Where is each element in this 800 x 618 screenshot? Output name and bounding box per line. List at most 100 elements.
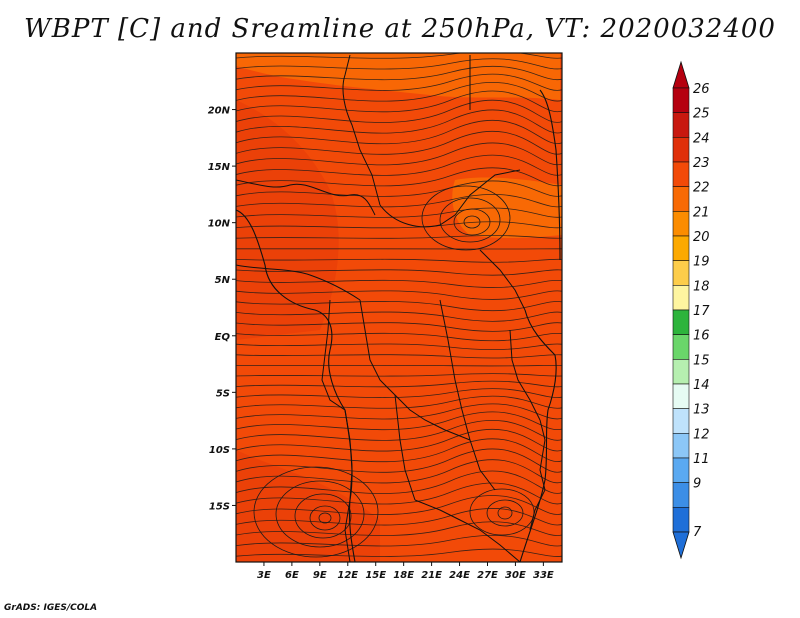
lon-tick-label: 21E: [421, 570, 442, 581]
colorbar-label: 18: [693, 279, 710, 294]
colorbar-swatch: [672, 507, 690, 533]
latitude-axis: 20N 15N 10N 5N EQ 5S 10S 15S: [208, 106, 236, 512]
lat-tick-label: EQ: [215, 332, 231, 343]
lon-tick-label: 27E: [477, 570, 498, 581]
streamline: [236, 119, 562, 145]
lon-tick-label: 15E: [365, 570, 386, 581]
streamline: [236, 508, 562, 526]
map-plot-area: [236, 53, 562, 562]
footer-credit: GrADS: IGES/COLA: [4, 603, 98, 613]
country-borders: [236, 54, 546, 562]
colorbar-swatch: [672, 457, 690, 483]
colorbar-label: 17: [693, 304, 710, 319]
lat-tick-label: 10N: [208, 219, 231, 230]
colorbar-swatch: [672, 433, 690, 459]
cyclone-vortex-north: [421, 185, 511, 251]
lon-tick-label: 18E: [393, 570, 414, 581]
colorbar-swatch: [672, 334, 690, 360]
colorbar-label: 26: [693, 82, 710, 97]
lat-tick-label: 20N: [208, 106, 231, 117]
colorbar-label: 23: [693, 156, 710, 171]
streamline: [236, 235, 562, 239]
colorbar-label: 24: [693, 131, 710, 146]
map-frame: [235, 52, 563, 563]
streamline: [236, 180, 562, 197]
colorbar-swatch: [672, 186, 690, 212]
streamline: [236, 428, 562, 452]
streamline: [236, 65, 562, 81]
streamline: [236, 279, 562, 288]
lat-tick-label: 10S: [209, 445, 230, 456]
streamline: [236, 167, 562, 187]
streamline: [236, 130, 562, 155]
streamline: [236, 290, 562, 300]
colorbar-swatch: [672, 211, 690, 237]
map-title: WBPT [C] and Sreamline at 250hPa, VT: 20…: [24, 14, 776, 44]
colorbar-max-arrow: [672, 60, 690, 89]
streamline: [236, 207, 562, 218]
colorbar-swatch: [672, 359, 690, 385]
streamline: [236, 142, 562, 166]
colorbar-label: 13: [693, 403, 710, 418]
colorbar-min-arrow: [672, 531, 690, 560]
streamline: [236, 388, 562, 398]
colorbar-swatch: [672, 309, 690, 335]
longitude-axis: 3E 6E 9E 12E 15E 18E 21E 24E 27E 30E 33E: [257, 562, 554, 581]
streamline: [236, 301, 562, 312]
temperature-field-base: [236, 53, 562, 562]
streamline: [236, 58, 562, 70]
streamline: [236, 99, 562, 123]
streamline: [236, 403, 562, 420]
colorbar-label: 22: [693, 181, 710, 196]
temperature-contour-24: [236, 100, 339, 340]
lon-tick-label: 9E: [313, 570, 327, 581]
lon-tick-label: 33E: [533, 570, 554, 581]
colorbar-label: 20: [693, 230, 710, 245]
lat-tick-label: 5S: [216, 388, 230, 399]
colorbar: 26 25 24 23 22 21 20 19 18 17 16 15 14 13 12 11 9 7: [672, 60, 710, 560]
colorbar-swatch: [672, 112, 690, 138]
colorbar-label: 14: [693, 378, 710, 393]
streamline: [236, 373, 562, 377]
streamline: [236, 521, 562, 536]
colorbar-swatch: [672, 87, 690, 113]
streamline: [236, 395, 562, 409]
streamline: [236, 154, 562, 176]
streamline: [236, 364, 562, 367]
colorbar-label: 11: [693, 452, 710, 467]
lon-tick-label: 3E: [257, 570, 271, 581]
streamline: [236, 109, 562, 134]
colorbar-swatch: [672, 137, 690, 163]
streamline: [236, 90, 562, 113]
colorbar-swatch: [672, 260, 690, 286]
cyclone-vortex-southwest: [253, 466, 379, 558]
lat-tick-label: 5N: [215, 275, 231, 286]
streamline: [236, 459, 562, 484]
lon-tick-label: 24E: [449, 570, 470, 581]
streamline: [236, 548, 562, 557]
colorbar-swatch: [672, 482, 690, 508]
streamline: [236, 448, 562, 473]
streamline: [236, 534, 562, 547]
streamline: [236, 322, 562, 332]
colorbar-swatch: [672, 383, 690, 409]
coastline: [236, 89, 561, 562]
colorbar-label: 9: [693, 477, 701, 492]
streamline: [236, 53, 562, 59]
colorbar-label: 15: [693, 353, 710, 368]
streamline: [236, 411, 562, 431]
colorbar-label: 12: [693, 427, 710, 442]
streamline: [236, 343, 562, 350]
colorbar-swatch: [672, 235, 690, 261]
lat-tick-label: 15N: [208, 162, 231, 173]
streamline: [236, 258, 562, 263]
lon-tick-label: 12E: [337, 570, 358, 581]
colorbar-label: 25: [693, 107, 710, 122]
streamline: [236, 380, 562, 388]
streamline: [236, 73, 562, 91]
colorbar-label: 7: [693, 525, 702, 540]
colorbar-swatch: [672, 161, 690, 187]
lat-tick-label: 15S: [209, 501, 230, 512]
colorbar-swatch: [672, 408, 690, 434]
